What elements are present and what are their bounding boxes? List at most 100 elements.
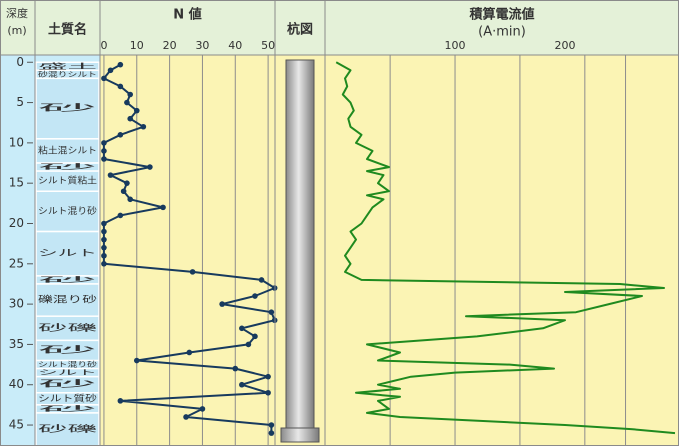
soil-label: 砂 xyxy=(38,275,97,284)
y-tick-label: 5 xyxy=(16,95,24,109)
depth-title: (m) xyxy=(7,24,26,37)
x-tick-label: 30 xyxy=(195,39,209,52)
x-tick-label: 200 xyxy=(555,39,576,52)
y-tick-label: 25 xyxy=(9,256,24,270)
data-point xyxy=(265,373,271,380)
data-point xyxy=(133,107,140,114)
data-point xyxy=(140,123,147,130)
depth-title: 深度 xyxy=(6,6,28,20)
soil-layer xyxy=(35,230,100,277)
data-point xyxy=(117,212,124,219)
data-point xyxy=(124,99,130,106)
soil-label: 礫混り砂 xyxy=(38,294,97,306)
data-point xyxy=(127,196,134,203)
soil-label: 砂 xyxy=(38,378,97,390)
data-line xyxy=(335,61,676,435)
x-tick-label: 10 xyxy=(130,39,144,52)
data-point xyxy=(117,61,124,68)
y-tick-label: 15 xyxy=(9,176,24,190)
x-tick-label: 50 xyxy=(261,39,275,52)
soil-label: 砂 xyxy=(38,162,97,171)
soil-label: 砂混りシルト xyxy=(38,69,97,78)
soil-label: シルト xyxy=(38,369,97,377)
data-point xyxy=(127,115,134,122)
data-point xyxy=(232,365,239,372)
chart-layer: 051015202530354045土質名盛土砂混りシルト砂粘土混シルト砂シルト… xyxy=(9,7,676,446)
data-point xyxy=(117,132,124,138)
y-tick-label: 40 xyxy=(9,377,24,391)
column-title: N 値 xyxy=(173,7,201,23)
column-unit: (A·min) xyxy=(478,25,526,40)
y-tick-label: 45 xyxy=(9,418,24,432)
data-point xyxy=(101,261,107,267)
x-tick-label: 40 xyxy=(228,39,242,52)
data-point xyxy=(268,309,275,315)
x-tick-label: 20 xyxy=(163,39,177,52)
data-point xyxy=(101,244,107,251)
y-tick-label: 20 xyxy=(9,216,24,230)
data-point xyxy=(101,228,107,235)
data-point xyxy=(245,341,252,348)
soil-label: シルト混り砂 xyxy=(38,360,97,369)
y-tick-label: 35 xyxy=(9,337,24,351)
pile xyxy=(285,59,315,431)
data-point xyxy=(101,236,107,243)
data-point xyxy=(117,83,124,90)
data-point xyxy=(239,325,245,332)
soil-label: シルト質粘土 xyxy=(38,175,97,187)
data-point xyxy=(101,148,107,154)
data-point xyxy=(101,75,107,82)
data-point xyxy=(107,67,114,74)
soil-label: シルト混り砂 xyxy=(38,205,97,217)
y-tick-label: 30 xyxy=(9,297,24,311)
data-point xyxy=(252,333,258,340)
y-tick-label: 0 xyxy=(16,55,24,69)
soil-label: シルト質砂 xyxy=(38,392,97,404)
data-point xyxy=(124,180,130,186)
data-point xyxy=(268,422,275,428)
data-point xyxy=(258,277,265,283)
pile-toe xyxy=(280,427,320,443)
data-point xyxy=(133,357,140,364)
soil-label: 砂 xyxy=(38,344,97,356)
data-point xyxy=(252,293,258,299)
data-point xyxy=(101,140,107,146)
data-point xyxy=(147,164,153,170)
data-point xyxy=(199,406,206,412)
x-tick-label: 100 xyxy=(445,39,466,52)
data-point xyxy=(120,188,127,195)
data-point xyxy=(101,252,107,259)
data-point xyxy=(127,91,134,98)
data-point xyxy=(186,349,193,356)
soil-layer xyxy=(35,138,100,164)
soil-layer xyxy=(35,412,100,446)
data-point xyxy=(160,204,166,211)
column-title: 土質名 xyxy=(48,22,87,38)
y-tick-label: 10 xyxy=(9,135,24,149)
data-point xyxy=(268,430,275,436)
data-point xyxy=(189,269,196,275)
data-point xyxy=(101,220,107,227)
data-point xyxy=(101,156,107,162)
data-point xyxy=(239,381,245,388)
x-tick-label: 0 xyxy=(100,39,107,52)
soil-label: シルト xyxy=(38,249,97,259)
soil-label: 盛土 xyxy=(38,61,97,70)
data-point xyxy=(183,414,189,420)
soil-label: 砂 xyxy=(38,102,97,114)
soil-label: 砂礫 xyxy=(38,423,97,435)
soil-label: 砂礫 xyxy=(38,322,97,334)
depth-column xyxy=(0,55,35,446)
data-point xyxy=(219,301,225,307)
data-point xyxy=(265,389,271,396)
soil-label: 砂 xyxy=(38,404,97,413)
header-background xyxy=(0,0,679,55)
column-title: 杭図 xyxy=(287,22,313,38)
column-title: 積算電流値 xyxy=(468,7,534,23)
data-point xyxy=(117,398,124,404)
soil-label: 粘土混シルト xyxy=(38,144,97,156)
soil-layer xyxy=(35,190,100,233)
data-point xyxy=(107,172,114,178)
